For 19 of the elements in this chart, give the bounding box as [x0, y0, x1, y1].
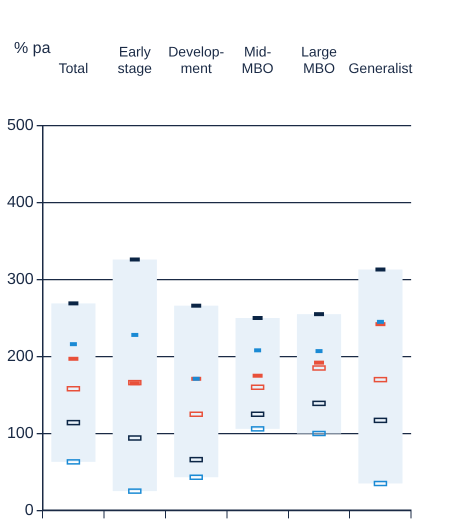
bar — [174, 306, 218, 478]
x-tick-label: Total — [58, 60, 88, 76]
y-tick-label: 100 — [6, 424, 34, 442]
x-tick-label: Develop-ment — [168, 43, 225, 76]
bar — [236, 318, 280, 429]
y-tick-label: 400 — [6, 194, 34, 211]
y-tick-label: 500 — [6, 117, 34, 134]
bar — [358, 270, 403, 484]
x-tick-label: Early stage — [118, 43, 152, 76]
bar — [112, 260, 157, 492]
bar — [296, 314, 342, 434]
x-tick-label: Generalist — [348, 60, 412, 76]
y-tick-label: 0 — [24, 502, 34, 519]
x-tick-label: Large MBO — [301, 43, 338, 76]
y-axis-title: % pa — [14, 40, 50, 58]
x-tick-label: Mid-MBO — [242, 43, 274, 76]
y-tick-label: 300 — [6, 270, 34, 288]
bar — [51, 303, 96, 462]
y-tick-label: 200 — [6, 348, 34, 365]
